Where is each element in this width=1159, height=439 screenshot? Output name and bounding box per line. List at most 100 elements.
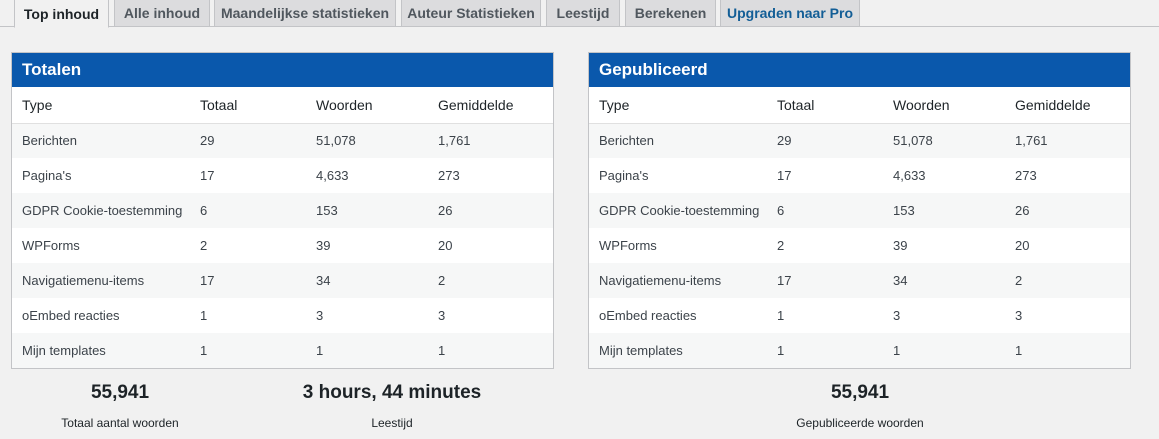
table-row: Pagina's 17 4,633 273	[589, 158, 1130, 193]
column-header-totaal: Totaal	[767, 87, 883, 124]
published-panel: Gepubliceerd Type Totaal Woorden Gemidde…	[588, 52, 1131, 369]
table-row: GDPR Cookie-toestemming 6 153 26	[589, 193, 1130, 228]
total-cell: 6	[777, 203, 785, 218]
type-cell: GDPR Cookie-toestemming	[599, 203, 760, 218]
tab-alle-inhoud[interactable]: Alle inhoud	[114, 0, 210, 27]
type-cell: WPForms	[599, 238, 657, 253]
totals-panel-title: Totalen	[12, 53, 553, 87]
total-words-stat: 55,941 Totaal aantal woorden	[20, 382, 220, 430]
words-cell: 4,633	[316, 168, 349, 183]
total-words-value: 55,941	[90, 382, 150, 403]
average-cell: 20	[1015, 238, 1030, 253]
average-cell: 273	[1015, 168, 1037, 183]
tab-upgraden-naar-pro[interactable]: Upgraden naar Pro	[720, 0, 860, 27]
total-cell: 1	[200, 308, 208, 323]
type-cell: GDPR Cookie-toestemming	[22, 203, 183, 218]
words-cell: 51,078	[316, 133, 356, 149]
column-header-type: Type	[589, 87, 767, 124]
column-header-woorden: Woorden	[883, 87, 1005, 124]
words-cell: 1	[893, 343, 901, 358]
published-words-label: Gepubliceerde woorden	[796, 416, 924, 430]
tab-auteur-statistieken[interactable]: Auteur Statistieken	[401, 0, 541, 27]
total-cell: 2	[777, 238, 785, 253]
column-header-totaal: Totaal	[190, 87, 306, 124]
type-cell: Pagina's	[22, 168, 72, 183]
words-cell: 153	[316, 203, 338, 218]
column-header-gemiddelde: Gemiddelde	[428, 87, 553, 124]
table-row: WPForms 2 39 20	[589, 228, 1130, 263]
average-cell: 273	[438, 168, 460, 183]
type-cell: Navigatiemenu-items	[22, 273, 145, 288]
published-words-value: 55,941	[830, 382, 890, 403]
words-cell: 34	[316, 273, 331, 288]
average-cell: 1	[438, 343, 446, 358]
table-row: Navigatiemenu-items 17 34 2	[589, 263, 1130, 298]
total-cell: 17	[200, 273, 215, 288]
words-cell: 51,078	[893, 133, 933, 149]
type-cell: oEmbed reacties	[599, 308, 697, 323]
words-cell: 153	[893, 203, 915, 218]
total-cell: 17	[777, 273, 792, 288]
total-cell: 1	[200, 343, 208, 358]
total-cell: 1	[777, 343, 785, 358]
words-cell: 3	[316, 308, 324, 323]
reading-time-stat: 3 hours, 44 minutes Leestijd	[282, 382, 502, 430]
words-cell: 1	[316, 343, 324, 358]
table-row: GDPR Cookie-toestemming 6 153 26	[12, 193, 553, 228]
tab-top-inhoud[interactable]: Top inhoud	[14, 0, 109, 28]
type-cell: oEmbed reacties	[22, 308, 120, 323]
published-words-stat: 55,941 Gepubliceerde woorden	[760, 382, 960, 430]
type-cell: Berichten	[599, 133, 654, 149]
tab-leestijd[interactable]: Leestijd	[546, 0, 620, 27]
table-row: Berichten 29 51,078 1,761	[12, 123, 553, 158]
type-cell: Navigatiemenu-items	[599, 273, 722, 288]
reading-time-label: Leestijd	[371, 416, 413, 430]
table-row: oEmbed reacties 1 3 3	[589, 298, 1130, 333]
reading-time-value: 3 hours, 44 minutes	[302, 382, 482, 403]
words-cell: 4,633	[893, 168, 926, 183]
column-header-woorden: Woorden	[306, 87, 428, 124]
total-words-label: Totaal aantal woorden	[61, 416, 179, 430]
table-row: oEmbed reacties 1 3 3	[12, 298, 553, 333]
tab-bar: Top inhoud Alle inhoud Maandelijkse stat…	[0, 0, 1159, 28]
average-cell: 3	[438, 308, 446, 323]
words-cell: 3	[893, 308, 901, 323]
tab-berekenen[interactable]: Berekenen	[625, 0, 716, 27]
totals-panel: Totalen Type Totaal Woorden Gemiddelde B…	[11, 52, 554, 369]
words-cell: 39	[316, 238, 331, 253]
average-cell: 26	[438, 203, 453, 218]
total-cell: 6	[200, 203, 208, 218]
total-cell: 17	[200, 168, 215, 183]
published-table: Type Totaal Woorden Gemiddelde Berichten…	[589, 87, 1130, 368]
average-cell: 1	[1015, 343, 1023, 358]
published-panel-title: Gepubliceerd	[589, 53, 1130, 87]
average-cell: 2	[438, 273, 446, 288]
total-cell: 29	[777, 133, 792, 149]
total-cell: 17	[777, 168, 792, 183]
column-header-gemiddelde: Gemiddelde	[1005, 87, 1130, 124]
average-cell: 20	[438, 238, 453, 253]
average-cell: 3	[1015, 308, 1023, 323]
table-row: Mijn templates 1 1 1	[12, 333, 553, 368]
type-cell: WPForms	[22, 238, 80, 253]
type-cell: Pagina's	[599, 168, 649, 183]
average-cell: 2	[1015, 273, 1023, 288]
table-header-row: Type Totaal Woorden Gemiddelde	[12, 87, 553, 124]
total-cell: 1	[777, 308, 785, 323]
words-cell: 39	[893, 238, 908, 253]
tab-maandelijkse-statistieken[interactable]: Maandelijkse statistieken	[214, 0, 396, 27]
average-cell: 1,761	[438, 133, 471, 149]
table-header-row: Type Totaal Woorden Gemiddelde	[589, 87, 1130, 124]
type-cell: Mijn templates	[599, 343, 683, 358]
table-row: Mijn templates 1 1 1	[589, 333, 1130, 368]
average-cell: 26	[1015, 203, 1030, 218]
average-cell: 1,761	[1015, 133, 1048, 149]
type-cell: Berichten	[22, 133, 77, 149]
type-cell: Mijn templates	[22, 343, 106, 358]
table-row: Navigatiemenu-items 17 34 2	[12, 263, 553, 298]
total-cell: 29	[200, 133, 215, 149]
totals-table: Type Totaal Woorden Gemiddelde Berichten…	[12, 87, 553, 368]
total-cell: 2	[200, 238, 208, 253]
table-row: WPForms 2 39 20	[12, 228, 553, 263]
column-header-type: Type	[12, 87, 190, 124]
